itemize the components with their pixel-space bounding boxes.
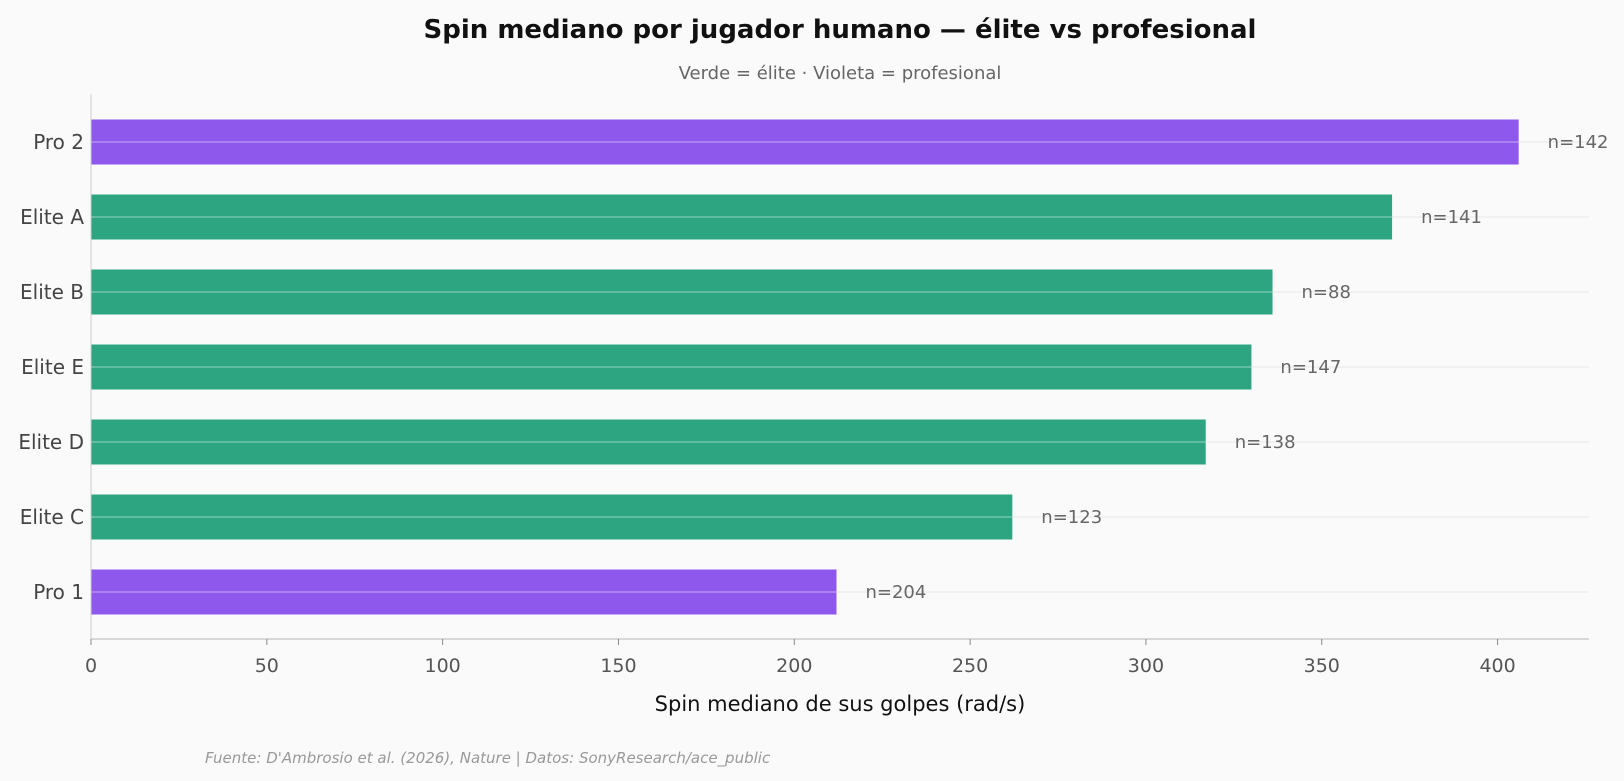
y-tick-label: Pro 1 [33, 580, 84, 604]
y-tick-label: Elite D [18, 430, 84, 454]
n-label: n=141 [1421, 207, 1482, 228]
x-tick-label: 250 [952, 655, 988, 677]
x-tick-label: 300 [1128, 655, 1164, 677]
x-tick-label: 200 [776, 655, 812, 677]
x-tick-label: 150 [600, 655, 636, 677]
x-axis-label: Spin mediano de sus golpes (rad/s) [655, 692, 1026, 716]
x-tick-label: 350 [1304, 655, 1340, 677]
n-label: n=123 [1041, 507, 1102, 528]
x-tick-label: 400 [1479, 655, 1515, 677]
y-tick-label: Elite B [20, 280, 84, 304]
y-tick-label: Elite C [20, 505, 84, 529]
chart-title: Spin mediano por jugador humano — élite … [424, 15, 1257, 45]
x-tick-label: 50 [255, 655, 279, 677]
y-tick-label: Elite E [21, 355, 84, 379]
n-label: n=88 [1302, 282, 1351, 303]
x-tick-label: 100 [425, 655, 461, 677]
source-footer: Fuente: D'Ambrosio et al. (2026), Nature… [205, 749, 771, 768]
n-label: n=142 [1548, 132, 1609, 153]
n-label: n=204 [865, 582, 926, 603]
y-tick-label: Elite A [20, 205, 84, 229]
x-tick-label: 0 [85, 655, 97, 677]
n-label: n=147 [1280, 357, 1341, 378]
y-tick-label: Pro 2 [33, 130, 84, 154]
n-label: n=138 [1235, 432, 1296, 453]
chart-subtitle: Verde = élite · Violeta = profesional [679, 63, 1002, 84]
